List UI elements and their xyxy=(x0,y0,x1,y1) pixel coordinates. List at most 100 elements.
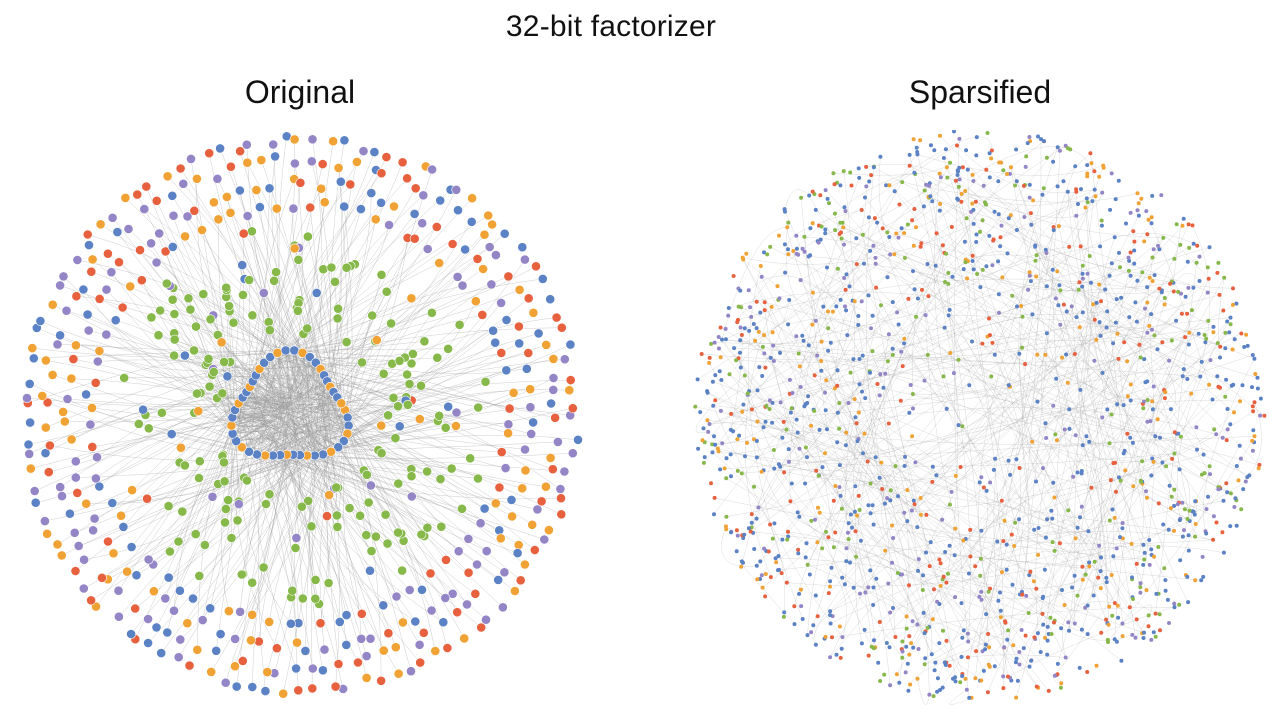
graph-node xyxy=(548,373,559,383)
graph-node xyxy=(749,407,754,412)
graph-node xyxy=(355,510,365,521)
graph-node xyxy=(1017,351,1022,356)
graph-node xyxy=(906,296,911,301)
graph-node xyxy=(741,402,746,407)
graph-node xyxy=(82,309,93,320)
graph-node xyxy=(1117,250,1121,255)
graph-node xyxy=(752,547,757,551)
graph-node xyxy=(30,497,41,508)
graph-node xyxy=(849,183,854,188)
graph-node xyxy=(1005,251,1010,256)
graph-node xyxy=(416,529,427,540)
graph-node xyxy=(857,175,862,180)
graph-node xyxy=(1079,504,1084,509)
graph-node xyxy=(1193,578,1198,583)
graph-node xyxy=(1050,540,1055,545)
graph-node xyxy=(450,421,461,431)
graph-node xyxy=(496,297,506,308)
graph-node xyxy=(68,354,79,364)
graph-node xyxy=(739,333,744,337)
graph-node xyxy=(179,460,190,471)
graph-node xyxy=(855,439,860,444)
graph-node xyxy=(292,637,302,648)
graph-node xyxy=(903,454,907,459)
graph-node xyxy=(361,530,372,540)
graph-node xyxy=(1252,356,1257,361)
graph-node xyxy=(1011,643,1016,648)
graph-node xyxy=(289,158,300,169)
graph-node xyxy=(1193,499,1198,504)
graph-node xyxy=(984,612,989,617)
graph-node xyxy=(1211,514,1216,519)
graph-node xyxy=(868,370,872,375)
graph-node xyxy=(1197,279,1202,283)
graph-node xyxy=(918,138,923,143)
graph-node xyxy=(780,537,785,542)
graph-node xyxy=(386,318,396,329)
graph-node xyxy=(927,564,932,569)
graph-node xyxy=(868,481,873,486)
graph-node xyxy=(801,338,806,343)
graph-node xyxy=(944,251,949,256)
graph-node xyxy=(1236,478,1241,483)
graph-node xyxy=(785,225,790,230)
graph-node xyxy=(1074,189,1079,194)
graph-node xyxy=(531,261,541,272)
graph-node xyxy=(1112,601,1117,606)
graph-node xyxy=(786,459,791,464)
graph-node xyxy=(1023,164,1028,169)
graph-node xyxy=(1167,358,1172,363)
graph-node xyxy=(1045,624,1050,629)
graph-node xyxy=(979,678,984,683)
graph-node xyxy=(1063,655,1068,660)
graph-node xyxy=(24,378,35,389)
graph-node xyxy=(1087,564,1092,569)
graph-node xyxy=(1120,526,1125,531)
graph-node xyxy=(840,575,845,580)
graph-node xyxy=(254,202,265,212)
graph-node xyxy=(1092,169,1097,174)
graph-node xyxy=(1002,645,1007,650)
graph-node xyxy=(268,139,279,150)
graph-node xyxy=(863,590,868,595)
graph-node xyxy=(866,653,871,658)
graph-node xyxy=(1057,148,1062,153)
graph-node xyxy=(1221,308,1226,313)
graph-node xyxy=(751,322,756,326)
graph-node xyxy=(963,260,968,265)
graph-node xyxy=(1215,374,1220,379)
graph-node xyxy=(169,605,179,616)
graph-node xyxy=(882,672,887,677)
graph-node xyxy=(852,509,857,514)
graph-node xyxy=(497,602,508,613)
graph-node xyxy=(1191,285,1196,290)
graph-node xyxy=(1021,646,1026,651)
graph-node xyxy=(910,434,915,439)
graph-node xyxy=(556,509,567,520)
graph-node xyxy=(1204,507,1209,512)
graph-node xyxy=(952,130,956,134)
graph-node xyxy=(118,521,129,532)
graph-node xyxy=(244,446,254,457)
graph-node xyxy=(768,355,773,360)
graph-node xyxy=(794,417,799,422)
graph-node xyxy=(961,267,966,272)
graph-node xyxy=(987,316,991,321)
graph-node xyxy=(1185,311,1190,316)
graph-node xyxy=(1074,315,1079,320)
graph-node xyxy=(826,309,830,314)
graph-node xyxy=(1195,243,1200,248)
graph-node xyxy=(803,481,808,486)
graph-node xyxy=(1014,147,1019,152)
graph-node xyxy=(324,490,334,500)
graph-node xyxy=(61,305,72,316)
graph-node xyxy=(869,326,873,331)
graph-node xyxy=(878,679,883,683)
graph-node xyxy=(1075,525,1080,530)
graph-node xyxy=(1012,544,1017,548)
graph-node xyxy=(1216,260,1221,265)
graph-node xyxy=(1165,597,1170,602)
graph-node xyxy=(112,227,123,237)
graph-node xyxy=(866,585,871,590)
graph-node xyxy=(457,280,468,291)
